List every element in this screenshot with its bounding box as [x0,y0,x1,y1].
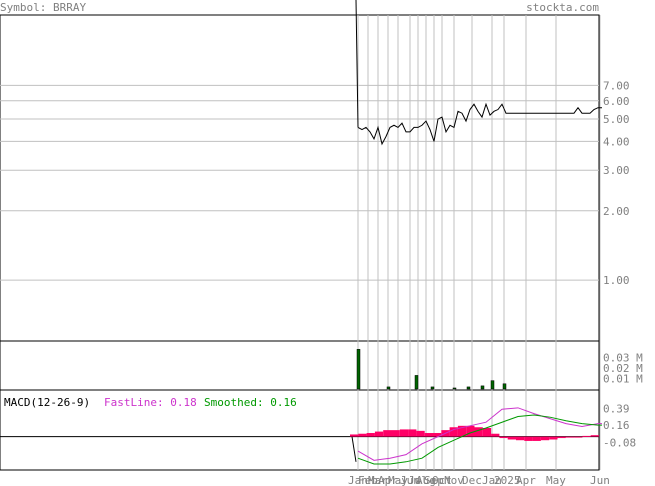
macd-histogram-bar [383,430,392,437]
macd-histogram-bar [499,436,508,439]
volume-bar [480,385,485,390]
volume-bar [502,383,507,390]
price-y-tick-label: 5.00 [603,113,630,126]
macd-histogram-bar [474,427,483,437]
volume-layer [356,349,507,390]
x-tick-label: Mar [368,474,388,486]
x-tick-label: May [388,474,408,486]
macd-smoothed-label: Smoothed: 0.16 [204,396,297,409]
volume-bar [466,386,471,390]
price-y-tick-label: 6.00 [603,95,630,108]
macd-y-tick-label: 0.16 [603,419,630,432]
volume-y-tick-label: 0.01 M [603,373,643,386]
x-tick-label: Jul [408,474,428,486]
symbol-label: Symbol: BRRAY [0,1,86,14]
macd-histogram-bar [358,433,367,437]
x-tick-label: Jun [590,474,610,486]
volume-bar [414,375,419,390]
macd-histogram-bar [416,430,425,437]
volume-y-tick-label: 0.02 M [603,362,643,375]
price-y-tick-label: 1.00 [603,274,630,287]
macd-histogram-bar [582,435,591,437]
x-tick-label: Apr [378,474,398,486]
volume-panel-frame [0,340,600,391]
x-tick-label: May [546,474,566,486]
macd-histogram-bar [366,433,375,437]
macd-y-tick-label: -0.08 [603,436,636,449]
x-tick-label: Feb [358,474,378,486]
macd-smoothed-line [357,414,602,465]
price-entry-line [355,0,359,128]
x-tick-label: Jan [482,474,502,486]
macd-histogram-bar [391,430,400,437]
x-tick-label: Sep [424,474,444,486]
macd-histogram-bar [399,429,409,437]
x-tick-label: Oct [432,474,452,486]
macd-histogram-bar [540,436,550,441]
macd-start-marker [351,436,357,462]
macd-histogram-bar [482,427,492,437]
macd-y-tick-label: 0.39 [603,403,630,416]
price-y-tick-label: 4.00 [603,135,630,148]
volume-y-tick-label: 0.03 M [603,352,643,365]
macd-fastline-label: FastLine: 0.18 [104,396,197,409]
macd-fast-line [357,407,602,461]
price-layer [355,0,602,146]
price-panel-frame [0,14,600,342]
volume-bar [452,387,457,390]
macd-histogram-bar [350,434,359,437]
macd-histogram-bar [408,429,417,437]
macd-histogram-bar [507,436,516,440]
macd-histogram-bar [549,436,558,440]
grid-layer [0,15,601,470]
macd-histogram-bar [457,425,467,437]
macd-histogram-bar [466,425,475,437]
price-series-line [357,102,602,146]
macd-histogram-bar [574,436,583,438]
x-tick-label: 2025 [494,474,521,486]
x-tick-label: Apr [516,474,536,486]
volume-bar [490,380,495,390]
macd-histogram-bar [565,436,575,438]
x-tick-label: Nov [444,474,464,486]
macd-histogram-bar [524,436,533,441]
price-y-tick-label: 7.00 [603,79,630,92]
macd-panel-frame [0,389,600,471]
x-tick-label: Aug [416,474,436,486]
macd-histogram-bar [449,427,458,437]
macd-histogram-bar [424,433,433,437]
macd-histogram-bar [516,436,525,441]
volume-bar [356,349,361,390]
site-label: stockta.com [526,1,599,14]
macd-histogram-bar [532,436,541,441]
macd-histogram-bar [590,435,599,437]
macd-layer [0,407,602,465]
x-tick-label: Dec [462,474,482,486]
price-y-tick-label: 2.00 [603,205,630,218]
macd-histogram-bar [433,433,442,437]
macd-title: MACD(12-26-9) [4,396,90,409]
macd-histogram-bar [491,433,500,437]
volume-bar [430,386,435,390]
price-y-tick-label: 3.00 [603,164,630,177]
macd-histogram-bar [557,436,566,439]
x-tick-label: Jun [400,474,420,486]
macd-histogram-bar [374,431,384,437]
volume-bar [386,386,391,390]
x-tick-label: Jan [348,474,368,486]
